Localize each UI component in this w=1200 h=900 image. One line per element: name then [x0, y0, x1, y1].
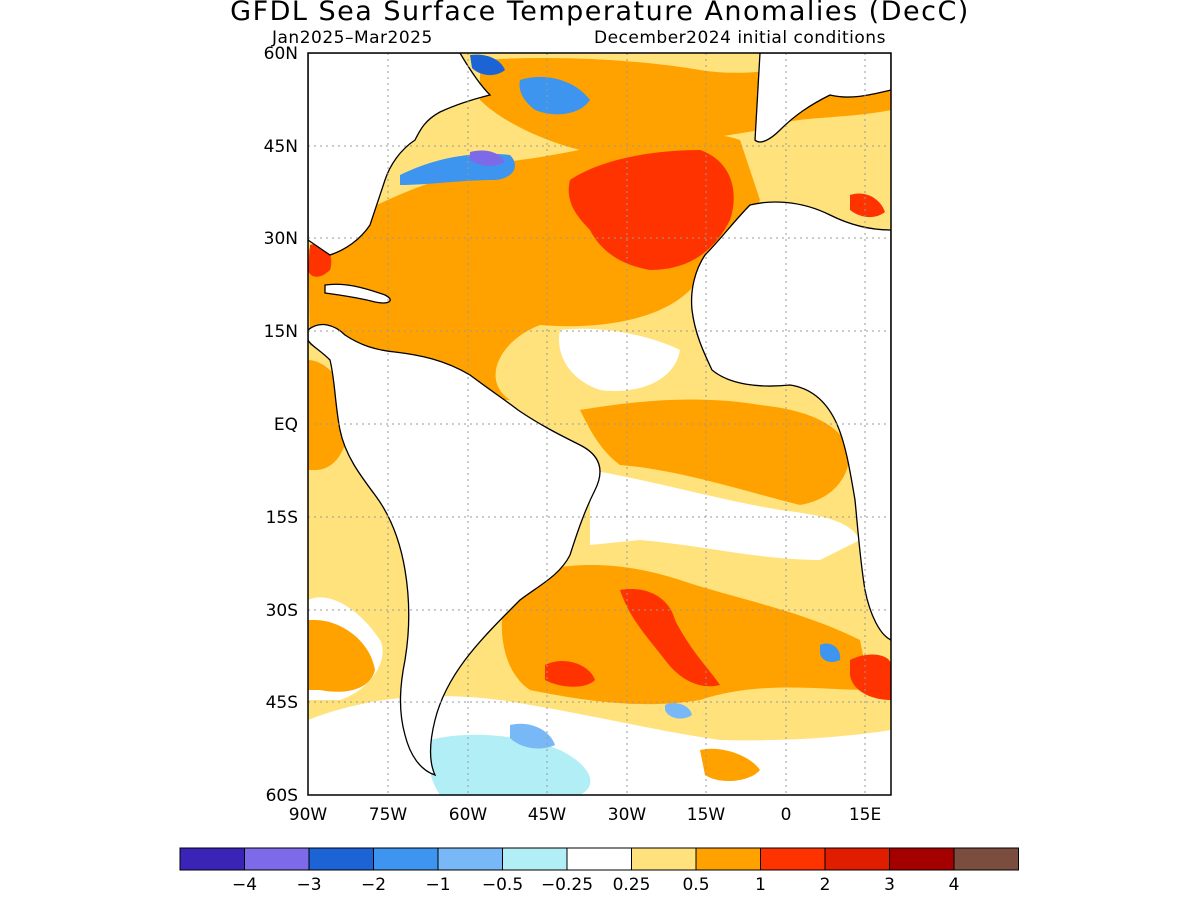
- colorbar-swatch: [179, 847, 245, 871]
- colorbar-label: −4: [232, 875, 257, 895]
- colorbar-swatch: [760, 847, 826, 871]
- anomaly-strong-south-atlantic-2: [545, 660, 595, 687]
- colorbar-label: 0.5: [682, 875, 709, 895]
- cuba: [324, 283, 391, 304]
- colorbar-swatch: [437, 847, 503, 871]
- colorbar-swatch: [566, 847, 632, 871]
- colorbar-label: −0.25: [541, 875, 593, 895]
- colorbar-swatch: [824, 847, 890, 871]
- lat-label: 30S: [266, 601, 298, 621]
- anomaly-strong-agulhas: [850, 654, 891, 700]
- anomaly-strong-central-north-atlantic: [568, 150, 734, 270]
- lon-label: 60W: [449, 805, 488, 825]
- lat-label: 60S: [266, 786, 298, 806]
- latitude-labels: 60N 45N 30N 15N EQ 15S 30S 45S 60S: [264, 44, 298, 806]
- colorbar-label: 4: [949, 875, 960, 895]
- lon-label: 45W: [528, 805, 567, 825]
- anomaly-negative-southern-ocean: [428, 734, 591, 795]
- lat-label: 15S: [266, 508, 298, 528]
- lon-label: 30W: [608, 805, 647, 825]
- longitude-labels: 90W 75W 60W 45W 30W 15W 0 15E: [289, 805, 881, 825]
- anomaly-strong-south-atlantic: [620, 589, 720, 687]
- anomaly-neutral-tropical: [559, 328, 680, 391]
- lon-label: 90W: [289, 805, 328, 825]
- anomaly-moderate-southern-ocean: [700, 748, 760, 782]
- map-title: GFDL Sea Surface Temperature Anomalies (…: [230, 0, 970, 27]
- lat-label: 45N: [264, 137, 298, 157]
- forecast-period: Jan2025–Mar2025: [272, 28, 433, 48]
- lat-label: 60N: [264, 44, 298, 64]
- colorbar-swatch: [953, 847, 1019, 871]
- lon-label: 15E: [849, 805, 881, 825]
- anomaly-moderate-gulf-of-guinea: [580, 399, 850, 505]
- africa: [690, 201, 891, 641]
- map-frame: [307, 52, 892, 796]
- anomaly-neutral-south-equatorial: [590, 470, 860, 560]
- lat-label: 45S: [266, 693, 298, 713]
- anomaly-moderate-south-pacific: [308, 620, 375, 692]
- anomaly-negative-south: [665, 703, 692, 719]
- colorbar-swatch: [244, 847, 310, 871]
- colorbar: −4 −3 −2 −1 −0.5 −0.25 0.25 0.5 1 2 3 4: [179, 847, 1019, 895]
- colorbar-swatch: [502, 847, 568, 871]
- land: [308, 53, 891, 777]
- north-america: [308, 53, 492, 256]
- anomaly-negative-southern-ocean-core: [510, 723, 555, 749]
- lon-label: 15W: [687, 805, 726, 825]
- lat-label: EQ: [274, 415, 298, 435]
- colorbar-label: −0.5: [482, 875, 523, 895]
- anomaly-negative-labrador-sea: [519, 76, 590, 115]
- anomaly-negative-strong-gulf-stream: [470, 150, 505, 166]
- south-america: [308, 323, 601, 777]
- colorbar-label: −3: [296, 875, 321, 895]
- anomaly-negative-labrador-coast: [470, 54, 505, 76]
- colorbar-label: 0.25: [613, 875, 651, 895]
- colorbar-swatch: [373, 847, 439, 871]
- colorbar-swatch: [695, 847, 761, 871]
- colorbar-swatch: [631, 847, 697, 871]
- colorbar-label: 1: [755, 875, 766, 895]
- anomaly-strong-mediterranean: [850, 193, 885, 218]
- anomaly-negative-cape: [820, 643, 841, 663]
- colorbar-label: −1: [425, 875, 450, 895]
- colorbar-label: 3: [884, 875, 895, 895]
- colorbar-swatch: [308, 847, 374, 871]
- colorbar-label: −2: [361, 875, 386, 895]
- lon-label: 0: [781, 805, 792, 825]
- anomaly-moderate-south-atlantic: [501, 565, 870, 705]
- graticule: [308, 53, 891, 795]
- initial-conditions: December2024 initial conditions: [594, 28, 886, 48]
- colorbar-swatch: [889, 847, 955, 871]
- europe: [754, 53, 891, 143]
- colorbar-label: 2: [820, 875, 831, 895]
- lat-label: 15N: [264, 322, 298, 342]
- lat-label: 30N: [264, 229, 298, 249]
- lon-label: 75W: [369, 805, 408, 825]
